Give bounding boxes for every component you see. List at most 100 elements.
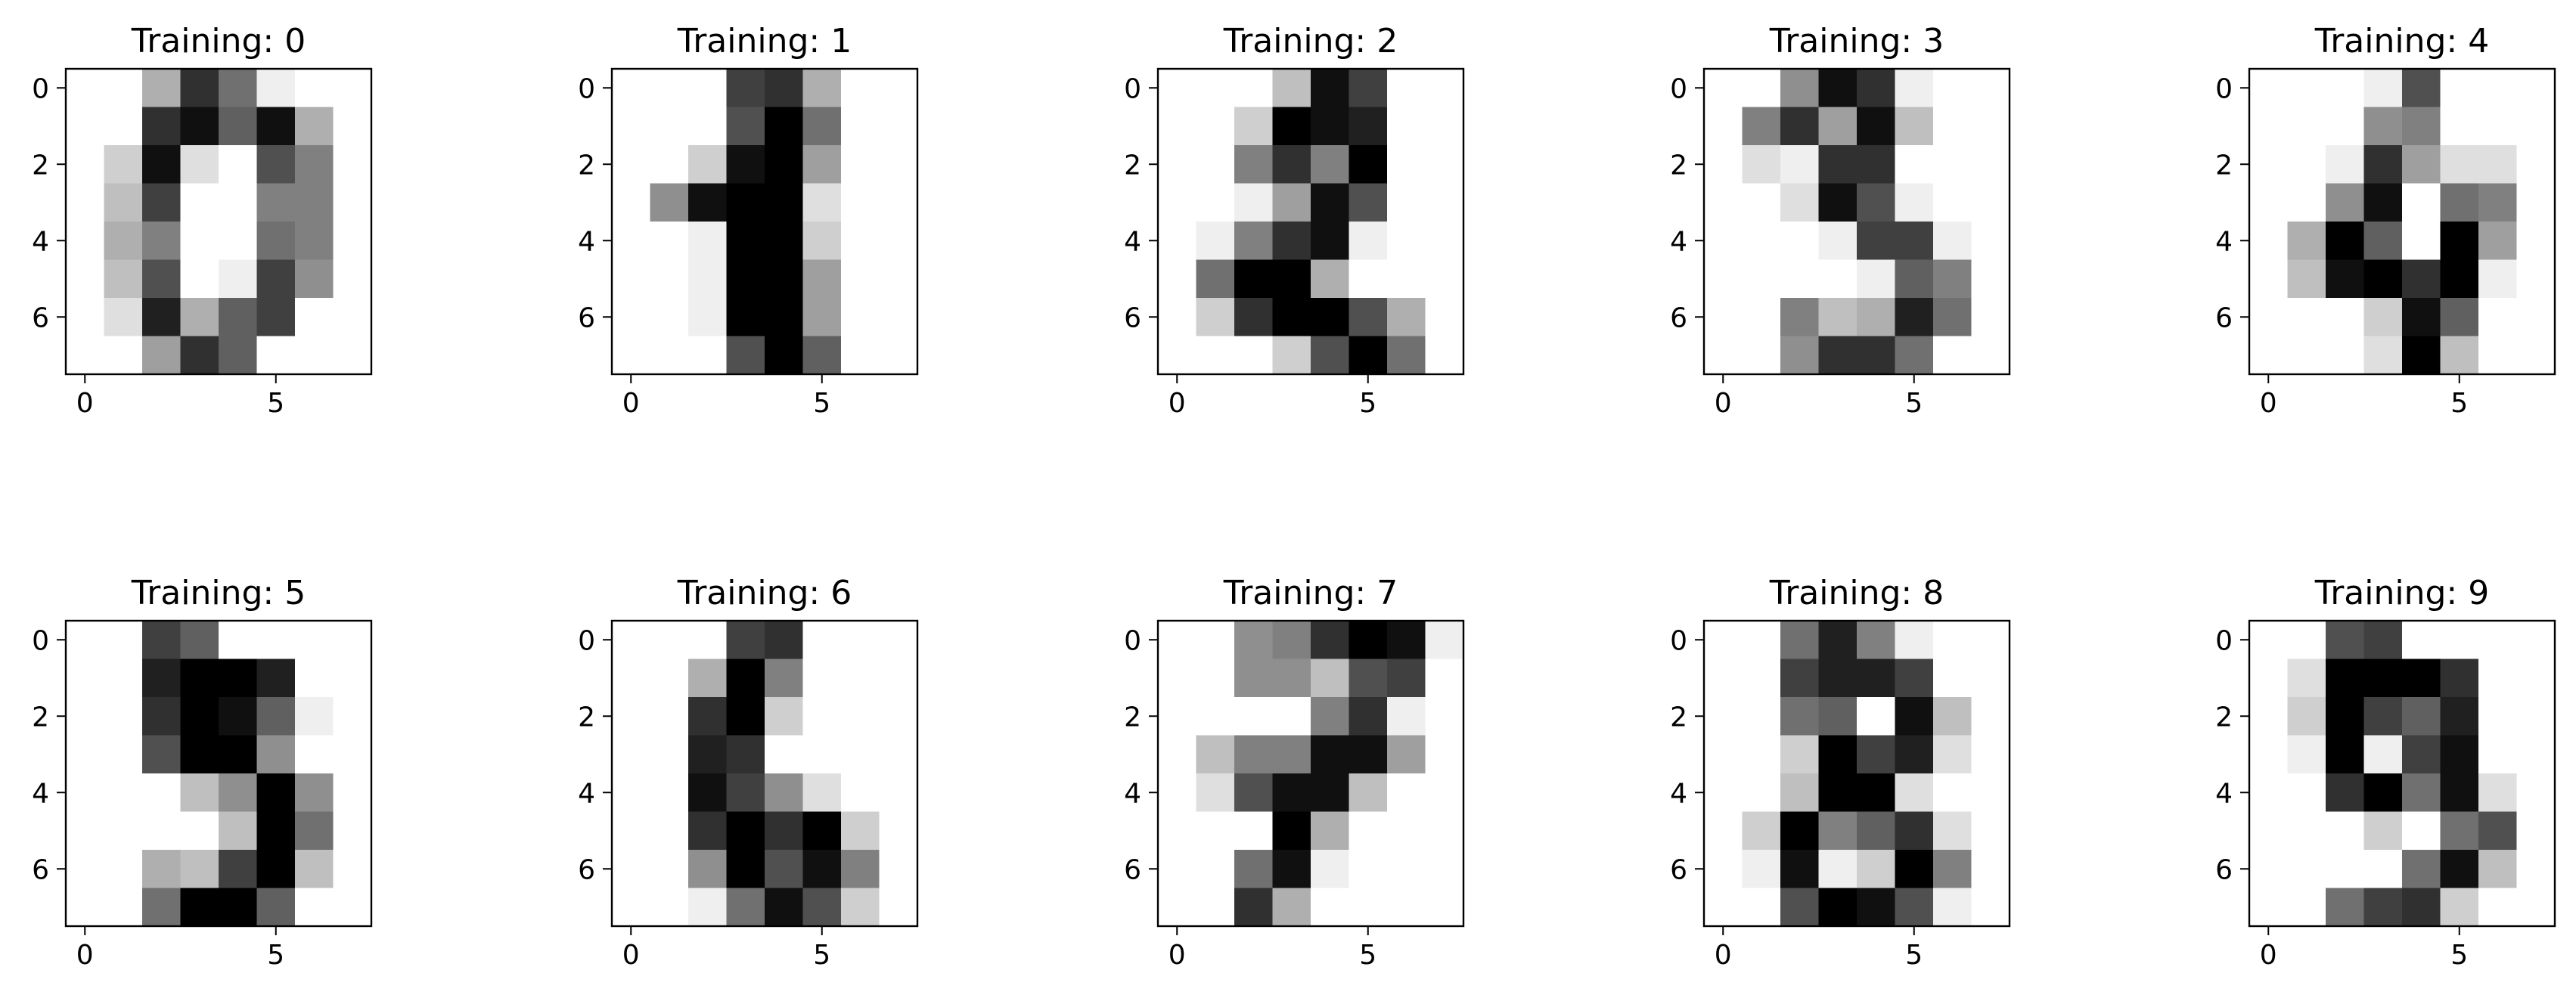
pixel-cell [2363, 811, 2403, 851]
pixel-cell [1818, 107, 1858, 146]
x-tick-label: 0 [622, 388, 640, 419]
pixel-cell [1780, 773, 1820, 813]
pixel-cell [1349, 336, 1388, 375]
pixel-cell [841, 621, 880, 660]
pixel-cell [1158, 336, 1197, 375]
pixel-cell [688, 145, 728, 184]
pixel-cell [650, 621, 689, 660]
pixel-cell [1234, 659, 1274, 698]
pixel-cell [295, 811, 334, 851]
pixel-cell [1196, 850, 1235, 889]
pixel-cell [1742, 259, 1781, 299]
y-tick-label: 2 [2215, 150, 2233, 181]
pixel-cell [256, 298, 296, 337]
pixel-cell [1311, 145, 1350, 184]
x-tick-label: 5 [813, 388, 830, 419]
pixel-cell [765, 259, 804, 299]
pixel-cell [1158, 298, 1197, 337]
pixel-cell [2249, 183, 2289, 222]
pixel-cell [2249, 735, 2289, 774]
pixel-cell [1349, 888, 1388, 927]
pixel-cell [333, 183, 372, 222]
pixel-cell [1196, 659, 1235, 698]
pixel-cell [66, 888, 105, 927]
pixel-cell [2287, 773, 2326, 813]
pixel-cell [1425, 107, 1464, 146]
pixel-cell [1272, 145, 1311, 184]
pixel-cell [2516, 773, 2556, 813]
y-tick-label: 0 [578, 73, 595, 104]
pixel-cell [841, 222, 880, 261]
y-tick-label: 2 [1670, 702, 1687, 733]
digit-panel-9: Training: 9 0 5 0 2 4 6 [2215, 574, 2556, 971]
pixel-cell [650, 850, 689, 889]
pixel-cell [802, 735, 842, 774]
pixel-cell [1742, 222, 1781, 261]
x-tick-label: 0 [76, 388, 94, 419]
pixel-cell [1196, 773, 1235, 813]
pixel-cell [688, 773, 728, 813]
pixel-cell [256, 69, 296, 108]
pixel-cell [2516, 259, 2556, 299]
pixel-cell [1704, 259, 1743, 299]
pixel-cell [1895, 621, 1934, 660]
pixel-cell [295, 107, 334, 146]
pixel-cell [219, 697, 258, 736]
pixel-cell [1933, 659, 1972, 698]
axes-frame [64, 619, 373, 928]
pixel-cell [802, 621, 842, 660]
pixel-cell [1387, 735, 1426, 774]
pixel-cell [1196, 735, 1235, 774]
pixel-cell [1742, 183, 1781, 222]
pixel-cell [256, 888, 296, 927]
y-tick-label: 6 [2215, 302, 2233, 333]
pixel-cell [2478, 697, 2518, 736]
pixel-cell [650, 107, 689, 146]
pixel-cell [66, 222, 105, 261]
pixel-cell [879, 145, 918, 184]
y-tick-label: 6 [32, 854, 49, 885]
pixel-cell [2516, 298, 2556, 337]
pixel-cell [1704, 336, 1743, 375]
pixel-cell [180, 621, 219, 660]
pixel-cell [333, 735, 372, 774]
pixel-cell [1196, 888, 1235, 927]
pixel-cell [688, 298, 728, 337]
pixel-cell [333, 621, 372, 660]
digit-panel-0: Training: 0 0 5 0 2 4 6 [32, 22, 373, 419]
pixel-cell [2402, 107, 2441, 146]
pixel-cell [688, 621, 728, 660]
y-tick-label: 0 [32, 73, 49, 104]
pixel-cell [612, 298, 651, 337]
pixel-cell [1425, 183, 1464, 222]
pixel-cell [180, 298, 219, 337]
pixel-cell [180, 811, 219, 851]
pixel-cell [1425, 69, 1464, 108]
pixel-cell [1704, 107, 1743, 146]
x-tick-label: 0 [1169, 940, 1186, 971]
pixel-cell [612, 773, 651, 813]
pixel-cell [333, 773, 372, 813]
pixel-cell [295, 621, 334, 660]
pixel-cell [1158, 222, 1197, 261]
pixel-cell [2478, 145, 2518, 184]
pixel-cell [802, 298, 842, 337]
digit-panel-5: Training: 5 0 5 0 2 4 6 [32, 574, 373, 971]
pixel-cell [142, 773, 182, 813]
y-tick-label: 6 [1124, 302, 1141, 333]
pixel-cell [879, 259, 918, 299]
pixel-cell [1425, 145, 1464, 184]
pixel-cell [841, 107, 880, 146]
pixel-cell [2249, 298, 2289, 337]
pixel-cell [1158, 773, 1197, 813]
pixel-cell [1196, 222, 1235, 261]
pixel-cell [1933, 621, 1972, 660]
axes-frame [1156, 619, 1465, 928]
pixel-cell [1742, 850, 1781, 889]
pixel-cell [104, 888, 143, 927]
pixel-cell [180, 697, 219, 736]
pixel-cell [1857, 69, 1896, 108]
pixel-cell [1818, 811, 1858, 851]
axes-frame [2248, 67, 2556, 376]
pixel-cell [2440, 336, 2479, 375]
